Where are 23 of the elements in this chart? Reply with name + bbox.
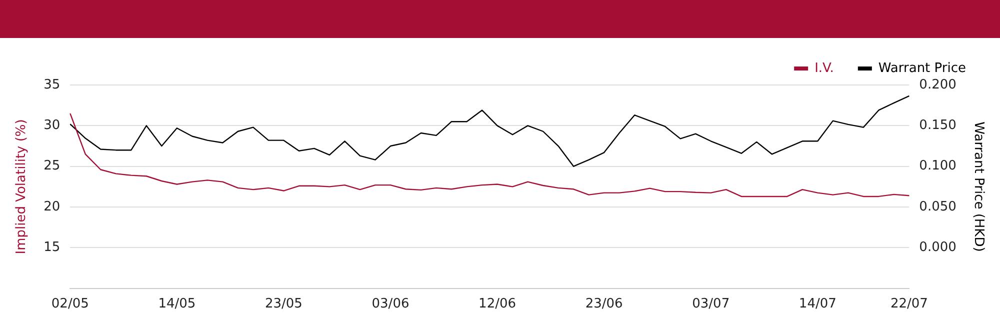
legend-label: I.V.: [814, 60, 834, 76]
x-tick-label: 23/06: [585, 296, 623, 312]
y-tick-label: 15: [44, 240, 60, 256]
y-tick-label: 25: [44, 158, 60, 174]
x-tick-label: 03/07: [692, 296, 730, 312]
x-tick-label: 14/05: [158, 296, 196, 312]
y2-tick-label: 0.000: [919, 240, 956, 256]
y2-tick-label: 0.150: [919, 118, 956, 134]
y-axis-title: Implied Volatility (%): [14, 119, 30, 254]
x-tick-label: 14/07: [798, 296, 836, 312]
y-tick-label: 20: [44, 199, 60, 214]
y-tick-label: 35: [44, 77, 60, 92]
x-tick-label: 03/06: [372, 296, 410, 312]
y2-tick-label: 0.100: [919, 158, 956, 174]
x-tick-label: 22/07: [890, 296, 928, 312]
y2-tick-label: 0.050: [919, 199, 956, 214]
y2-axis-title: Warrant Price (HKD): [970, 122, 986, 252]
x-tick-label: 02/05: [51, 296, 89, 312]
x-tick-label: 23/05: [264, 296, 302, 312]
legend-label: Warrant Price: [878, 60, 966, 76]
y-tick-label: 30: [44, 118, 60, 134]
x-tick-label: 12/06: [478, 296, 516, 312]
y2-tick-label: 0.200: [919, 77, 956, 92]
